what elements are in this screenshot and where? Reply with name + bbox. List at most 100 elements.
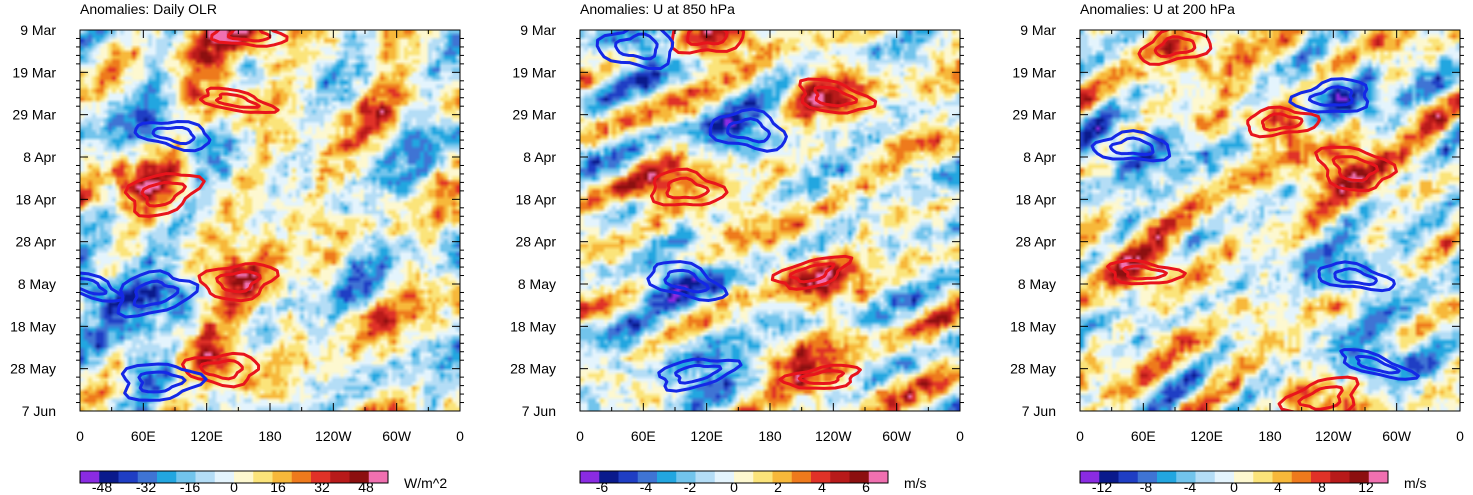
y-tick-label: 19 Mar (512, 64, 556, 80)
colorbar-swatch (618, 471, 639, 483)
colorbar-swatch (1137, 471, 1158, 483)
y-tick-label: 8 Apr (1023, 149, 1056, 165)
colorbar-swatch (118, 471, 139, 483)
x-tick-label: 60E (131, 428, 156, 444)
colorbar-swatch (714, 471, 735, 483)
shaded-anomaly-field (80, 30, 460, 411)
colorbar-swatch (1118, 471, 1139, 483)
contour-blue-7 (1090, 129, 1172, 163)
colorbar-label: 6 (862, 479, 870, 495)
panel-title: Anomalies: U at 850 hPa (580, 1, 735, 17)
colorbar-swatch (1234, 471, 1254, 483)
panel-1: 0 60E 120E 180 120W 60W 0 9 Mar 19 Mar 29 Mar 8 Ap… (10, 1, 464, 495)
colorbar-units: m/s (904, 475, 927, 491)
y-tick-label: 18 Apr (16, 191, 57, 207)
colorbar-swatch (1311, 471, 1331, 483)
colorbar-label: 12 (1358, 479, 1374, 495)
colorbar-swatch (695, 471, 716, 483)
colorbar-label: 16 (270, 479, 286, 495)
colorbar-swatch (1349, 471, 1370, 483)
y-tick-label: 9 Mar (1020, 22, 1056, 38)
colorbar-swatch (1176, 471, 1196, 483)
colorbar-frame (1079, 470, 1389, 484)
y-tick-label: 28 May (10, 361, 56, 377)
colorbar-swatch (676, 471, 696, 483)
x-tick-label: 60E (1131, 428, 1156, 444)
contour-red-3 (123, 172, 206, 218)
x-tick-label: 120W (1315, 428, 1352, 444)
colorbar-swatch (330, 471, 350, 483)
y-tick-label: 29 Mar (1012, 107, 1056, 123)
colorbar-label: 4 (1274, 479, 1282, 495)
x-tick-label: 120E (690, 428, 723, 444)
contour-red-1 (1137, 30, 1213, 66)
y-tick-label: 29 Mar (12, 107, 56, 123)
colorbar-swatch (1330, 471, 1350, 483)
y-tick-label: 8 May (518, 276, 556, 292)
x-tick-label: 60W (382, 428, 412, 444)
colorbar-label: -4 (640, 479, 653, 495)
colorbar-swatch (753, 471, 773, 483)
x-tick-label: 0 (76, 428, 84, 444)
x-tick-label: 120W (315, 428, 352, 444)
colorbar-swatch (580, 471, 600, 483)
y-tick-label: 9 Mar (520, 22, 556, 38)
colorbar-swatch (868, 471, 889, 483)
x-tick-label: 60E (631, 428, 656, 444)
contour-blue-8 (1317, 260, 1396, 293)
contour-blue-8 (116, 269, 200, 319)
colorbar-swatch (1157, 471, 1177, 483)
y-tick-label: 8 May (1018, 276, 1056, 292)
colorbar-swatch (811, 471, 831, 483)
y-tick-label: 8 Apr (523, 149, 556, 165)
colorbar-swatch (311, 471, 331, 483)
x-tick-label: 120W (815, 428, 852, 444)
panel-3: 0 60E 120E 180 120W 60W 0 9 Mar 19 Mar 29 Mar 8 Ap… (1010, 1, 1464, 495)
x-tick-label: 0 (1456, 428, 1464, 444)
colorbar-swatch (599, 471, 619, 483)
contour-red-2 (649, 167, 729, 207)
y-tick-label: 7 Jun (22, 403, 56, 419)
x-tick-label: 120E (1190, 428, 1223, 444)
colorbar-swatch (637, 471, 658, 483)
x-tick-label: 0 (576, 428, 584, 444)
colorbar-swatch (157, 471, 177, 483)
colorbar-swatch (137, 471, 158, 483)
y-tick-label: 18 Apr (516, 191, 557, 207)
colorbar-swatch (772, 471, 793, 483)
colorbar-swatch (734, 471, 754, 483)
y-tick-label: 28 Apr (16, 234, 57, 250)
contour-red-5 (778, 363, 862, 390)
colorbar-swatch (1099, 471, 1119, 483)
y-tick-label: 8 Apr (23, 149, 56, 165)
colorbar-label: -6 (596, 479, 609, 495)
contour-blue-9 (1339, 348, 1420, 381)
colorbar-frame (579, 470, 889, 484)
x-tick-label: 120E (190, 428, 223, 444)
y-tick-label: 18 May (1010, 318, 1056, 334)
contour-blue-8 (646, 260, 729, 302)
y-tick-label: 8 May (18, 276, 56, 292)
contour-red-3 (798, 77, 878, 115)
x-tick-label: 60W (1382, 428, 1412, 444)
y-tick-label: 18 May (510, 318, 556, 334)
contour-red-4 (197, 262, 280, 303)
colorbar-swatch (195, 471, 216, 483)
colorbar-swatch (1080, 471, 1100, 483)
y-tick-label: 9 Mar (20, 22, 56, 38)
colorbar-label: 0 (1230, 479, 1238, 495)
panel-title: Anomalies: Daily OLR (80, 1, 217, 17)
colorbar-label: -8 (1140, 479, 1153, 495)
colorbar-swatch (1214, 471, 1235, 483)
x-tick-label: 0 (956, 428, 964, 444)
colorbar-label: -48 (92, 479, 112, 495)
y-tick-label: 28 May (1010, 361, 1056, 377)
y-tick-label: 29 Mar (512, 107, 556, 123)
contour-blue-6 (133, 120, 212, 153)
contour-blue-7 (80, 270, 125, 303)
x-tick-label: 0 (456, 428, 464, 444)
contour-blue-9 (120, 362, 208, 402)
colorbar: -48 -32 -16 0 16 32 48 W/m^2 (79, 470, 447, 495)
colorbar-swatch (849, 471, 870, 483)
